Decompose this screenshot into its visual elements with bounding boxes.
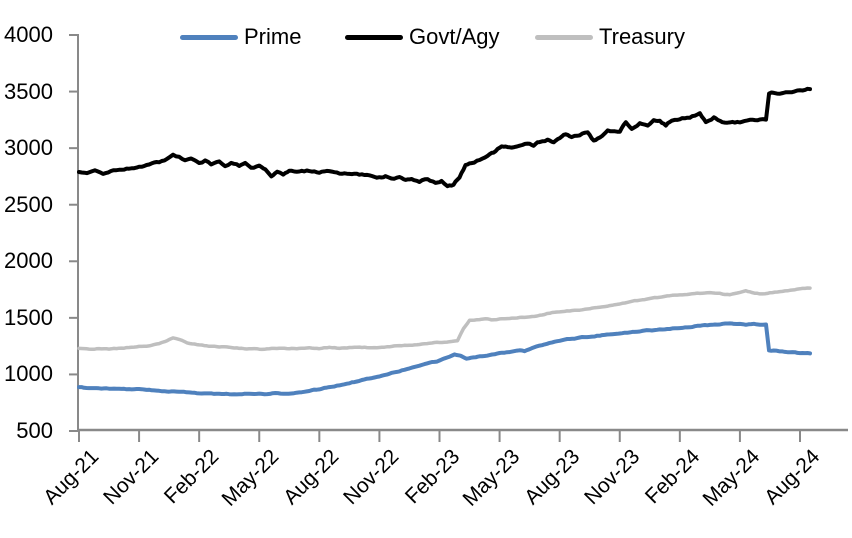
y-axis-tick-label: 2000 [4, 248, 53, 274]
y-axis-tick-label: 3500 [4, 78, 53, 104]
legend-item-prime: Prime [180, 24, 301, 50]
y-axis-tick-label: 2500 [4, 191, 53, 217]
legend-item-treasury: Treasury [535, 24, 685, 50]
legend-swatch-treasury [535, 34, 593, 40]
legend-label: Treasury [599, 24, 685, 49]
y-axis-tick-label: 4000 [4, 22, 53, 47]
legend-item-govt-agy: Govt/Agy [345, 24, 499, 50]
y-axis-tick-label: 1000 [4, 361, 53, 387]
treasury-series-line [77, 286, 812, 352]
prime-series-line [77, 321, 812, 397]
legend-label: Govt/Agy [409, 24, 500, 49]
y-axis-tick-label: 1500 [4, 304, 53, 330]
y-axis-tick-label: 3000 [4, 135, 53, 161]
legend-label: Prime [244, 24, 302, 49]
govt-agy-series-line [77, 86, 812, 189]
legend-swatch-govt-agy [345, 34, 403, 40]
y-axis-tick-label: 500 [16, 418, 53, 443]
legend-swatch-prime [180, 34, 238, 40]
